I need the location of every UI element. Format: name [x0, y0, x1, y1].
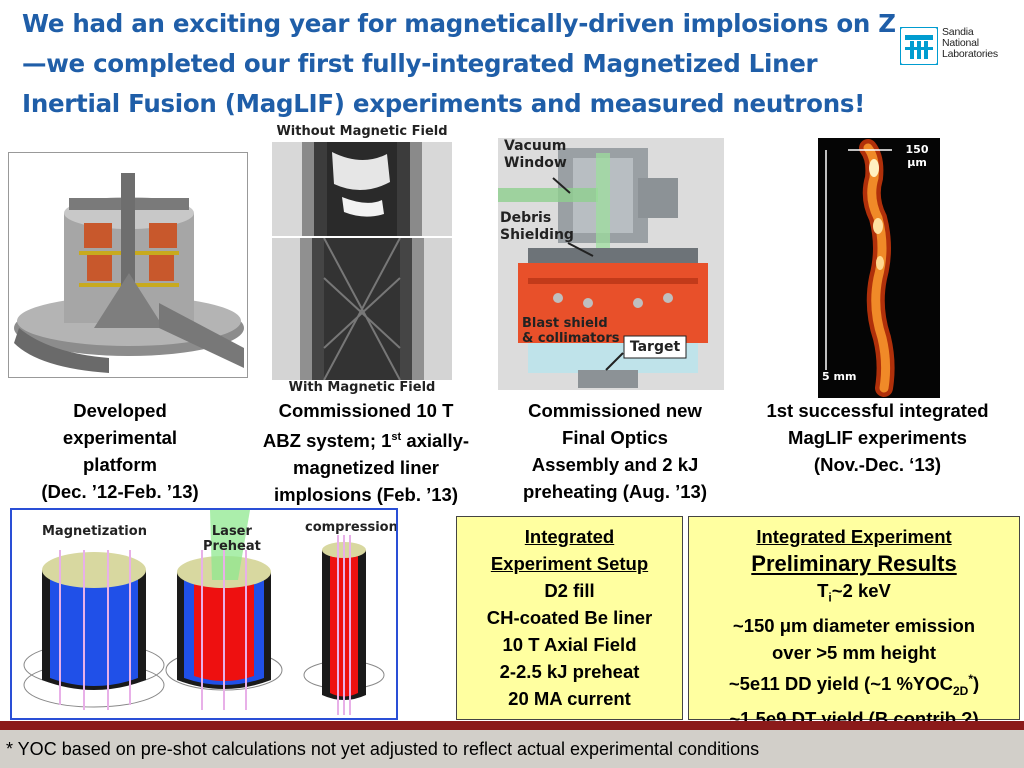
abz-caption-line: ABZ system; 1st axially-: [262, 430, 470, 452]
laser-preheat-label: Laser Preheat: [203, 524, 261, 554]
logo-line-3: Laboratories: [942, 48, 998, 60]
platform-caption: Developed experimental platform (Dec. ’1…: [10, 397, 230, 505]
platform-render-image: [8, 152, 248, 378]
results-heading-2: Preliminary Results: [751, 551, 957, 576]
platform-caption-line: platform: [83, 454, 157, 475]
maglif-caption-line: MagLIF experiments: [788, 427, 967, 448]
setup-item: D2 fill: [544, 580, 595, 601]
setup-item: 20 MA current: [508, 688, 631, 709]
emission-diameter: ~150 μm diameter emission: [732, 614, 976, 636]
setup-heading-2: Experiment Setup: [490, 553, 649, 574]
setup-heading-1: Integrated: [524, 526, 615, 547]
setup-item: CH-coated Be liner: [486, 607, 653, 628]
platform-caption-line: experimental: [62, 427, 178, 448]
vacuum-window-label-1: Vacuum: [504, 138, 567, 154]
magnetization-label: Magnetization: [42, 524, 147, 539]
abz-caption-line: magnetized liner: [293, 457, 439, 479]
blast-shield-label-1: Blast shield: [522, 316, 608, 331]
preliminary-results-box: Integrated Experiment Preliminary Result…: [688, 516, 1020, 729]
radiograph-with-field: [272, 238, 452, 380]
experiment-setup-box: Integrated Experiment Setup D2 fill CH-c…: [456, 516, 683, 720]
without-field-label: Without Magnetic Field: [276, 124, 448, 139]
debris-shielding-label-1: Debris: [500, 210, 552, 226]
logo-line-1: Sandia: [942, 26, 974, 38]
platform-caption-line: Developed: [73, 400, 167, 421]
thunderbird-icon: [900, 27, 938, 65]
height-scale-label: 5 mm: [822, 370, 857, 383]
optics-caption-line: Commissioned new: [528, 400, 702, 421]
radiograph-without-field: [272, 142, 452, 236]
maglif-caption: 1st successful integrated MagLIF experim…: [735, 397, 1020, 478]
footer-divider: [0, 721, 1024, 730]
results-heading-1: Integrated Experiment: [756, 526, 952, 547]
xray-emission-image: 150 μm 5 mm: [818, 138, 940, 398]
platform-caption-line: (Dec. ’12-Feb. ’13): [41, 481, 199, 502]
optics-caption-line: preheating (Aug. ’13): [523, 481, 707, 502]
ion-temperature: Ti~2 keV: [817, 580, 891, 605]
maglif-phases-image: Magnetization Laser Preheat compression: [10, 508, 398, 720]
logo-line-2: National: [942, 37, 979, 49]
abz-caption: Commissioned 10 T ABZ system; 1st axiall…: [232, 397, 500, 508]
footnote: * YOC based on pre-shot calculations not…: [0, 730, 1024, 768]
maglif-caption-line: (Nov.-Dec. ‘13): [813, 454, 942, 475]
with-field-label: With Magnetic Field: [288, 380, 436, 395]
final-optics-image: Vacuum Window Debris Shielding Blast shi…: [498, 138, 724, 390]
setup-item: 10 T Axial Field: [502, 634, 637, 655]
sandia-logo: Sandia National Laboratories: [900, 25, 1005, 70]
debris-shielding-label-2: Shielding: [500, 227, 574, 243]
abz-caption-line: Commissioned 10 T: [278, 400, 454, 421]
optics-caption-line: Final Optics: [562, 427, 668, 448]
emission-height: over >5 mm height: [772, 641, 936, 663]
width-scale-label: 150 μm: [905, 143, 929, 169]
compression-label: compression: [305, 520, 398, 535]
dd-yield: ~5e11 DD yield (~1 %YOC2D*): [728, 671, 980, 698]
optics-caption: Commissioned new Final Optics Assembly a…: [495, 397, 735, 505]
maglif-caption-line: 1st successful integrated: [766, 400, 989, 421]
optics-caption-line: Assembly and 2 kJ: [531, 454, 699, 475]
vacuum-window-label-2: Window: [504, 155, 567, 171]
target-label: Target: [629, 339, 681, 355]
abz-caption-line: implosions (Feb. ’13): [274, 484, 458, 506]
blast-shield-label-2: & collimators: [522, 331, 620, 346]
slide-title: We had an exciting year for magnetically…: [22, 9, 896, 118]
setup-item: 2-2.5 kJ preheat: [499, 661, 640, 682]
